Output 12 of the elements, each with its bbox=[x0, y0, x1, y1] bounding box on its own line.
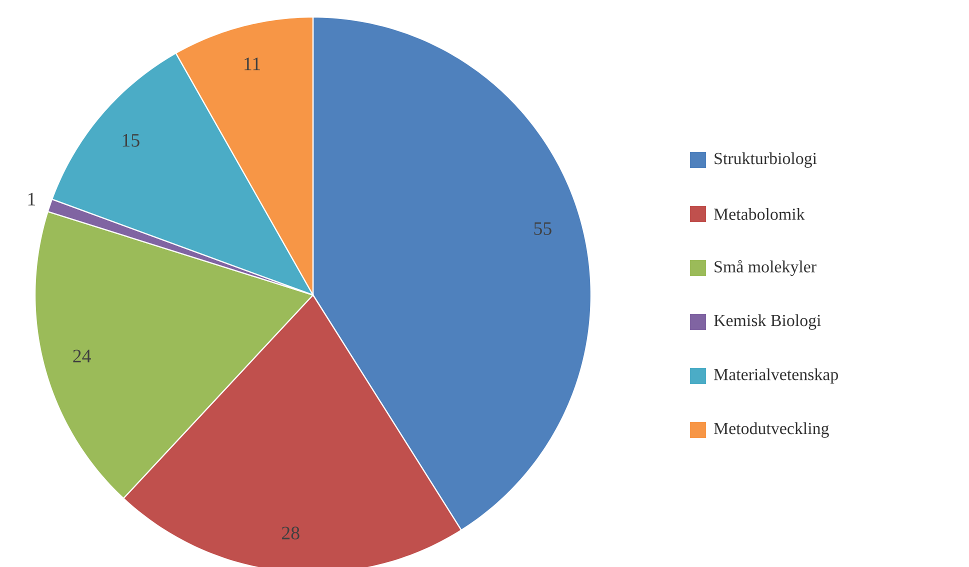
legend-label: Metabolomik bbox=[714, 208, 805, 220]
legend-label: Materialvetenskap bbox=[714, 368, 838, 384]
data-label: 15 bbox=[122, 134, 140, 147]
data-label: 24 bbox=[73, 350, 92, 362]
legend-label: Små molekyler bbox=[714, 260, 816, 276]
data-label: 1 bbox=[28, 192, 36, 206]
data-label: 28 bbox=[282, 526, 300, 540]
legend-label: Kemisk Biologi bbox=[714, 314, 821, 330]
data-label: 11 bbox=[244, 58, 260, 70]
data-label: 55 bbox=[534, 222, 552, 235]
legend-label: Metodutveckling bbox=[714, 422, 829, 438]
legend-label: Strukturbiologi bbox=[714, 152, 817, 168]
